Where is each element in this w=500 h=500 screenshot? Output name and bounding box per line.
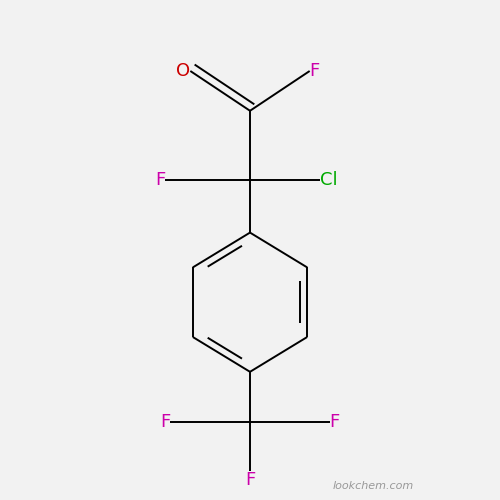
- Text: lookchem.com: lookchem.com: [332, 481, 413, 491]
- Text: F: F: [155, 172, 166, 190]
- Text: O: O: [176, 62, 190, 80]
- Text: F: F: [245, 472, 255, 490]
- Text: F: F: [310, 62, 320, 80]
- Text: F: F: [330, 412, 340, 430]
- Text: Cl: Cl: [320, 172, 337, 190]
- Text: F: F: [160, 412, 170, 430]
